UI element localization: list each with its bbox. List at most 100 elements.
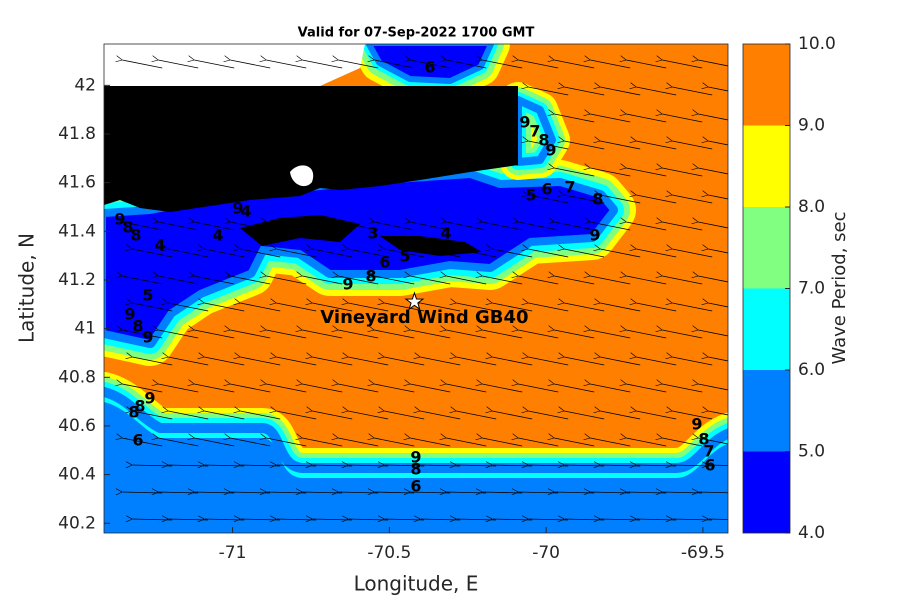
contour-label: 6 [410,477,421,496]
colorbar-tick-label: 6.0 [798,360,825,380]
wind-arrow [554,60,595,69]
contour-label: 9 [144,389,155,408]
wind-arrow [204,249,245,258]
wind-arrow [194,384,235,393]
wind-arrow [204,303,245,312]
wind-arrow [528,303,569,312]
wind-arrow [626,276,667,285]
wind-arrow [626,60,667,69]
wind-arrow [492,303,533,312]
contour-label: 4 [440,224,451,243]
wind-arrow [626,168,667,177]
colorbar-tick-label: 5.0 [798,442,825,462]
colorbar-tick-label: 9.0 [798,116,825,136]
wind-arrow [672,195,713,204]
wind-arrow [528,141,569,150]
wind-arrow [348,357,389,366]
wind-arrow [672,303,713,312]
wind-arrow [456,249,497,258]
wind-arrow [410,222,451,231]
wind-arrow [204,357,245,366]
wind-arrow [518,276,559,285]
wind-arrow [456,357,497,366]
y-tick-label: 40.6 [58,416,96,436]
wind-arrow [230,438,271,447]
wind-arrow [374,384,415,393]
wind-arrow [276,411,317,420]
wind-arrow [482,60,523,69]
contour-label: 7 [703,442,714,461]
wind-arrow [564,411,605,420]
chart-title: Valid for 07-Sep-2022 1700 GMT [298,26,535,41]
wind-arrow [194,438,235,447]
wind-arrow [122,60,163,69]
wind-arrow [600,411,641,420]
wind-arrow [122,438,163,447]
contour-label: 9 [691,415,702,434]
contour-label: 8 [592,190,603,209]
wind-arrow [708,141,728,146]
wind-arrow [518,438,559,447]
wind-arrow [590,114,631,123]
colorbar-tick-label: 7.0 [798,279,825,299]
wind-arrow [492,249,533,258]
contour-label: 4 [240,202,251,221]
wind-arrow [528,195,569,204]
wind-arrow [518,384,559,393]
wind-arrow [132,411,173,420]
wind-arrow [266,438,307,447]
wind-arrow [230,330,271,339]
colorbar-swatch [743,44,790,126]
wind-arrow [528,411,569,420]
wind-arrow [446,222,487,231]
wind-arrow [122,384,163,393]
wind-arrow [312,411,353,420]
wind-arrow [564,303,605,312]
wind-arrow [240,303,281,312]
wind-arrow [338,438,379,447]
colorbar-tick-label: 4.0 [798,523,825,543]
contour-label: 9 [114,210,125,229]
wind-arrow [708,303,728,308]
no-data [104,44,365,86]
wind-arrow [492,411,533,420]
wind-arrow [132,357,173,366]
colorbar-swatch [743,451,790,533]
wind-arrow [662,276,703,285]
colorbar-swatch [743,288,790,370]
wind-arrow [554,330,595,339]
y-axis-label: Latitude, N [15,233,39,343]
contour-band [367,44,493,83]
wind-arrow [590,384,631,393]
wind-arrow [122,276,163,285]
contour-label: 6 [704,456,715,475]
wind-arrow [348,411,389,420]
contour-label: 8 [410,460,421,479]
wind-arrow [338,222,379,231]
wind-arrow [420,303,461,312]
wind-arrow [446,330,487,339]
wind-arrow [590,60,631,69]
wind-arrow [384,303,425,312]
wind-arrow [158,276,199,285]
wind-arrow [662,384,703,393]
wind-arrow [698,330,728,337]
wind-arrow [348,303,389,312]
x-tick-label: -70.5 [367,543,411,563]
contour-label: 7 [564,178,575,197]
wind-arrow [168,357,209,366]
wind-arrow [554,114,595,123]
wind-arrow [446,438,487,447]
wind-arrow [410,384,451,393]
wind-arrow [708,411,728,416]
wind-arrow [266,60,307,69]
wind-arrow [636,87,677,96]
wind-arrow [698,114,728,121]
wind-arrow [302,330,343,339]
wind-arrow [554,222,595,231]
wind-arrow [312,249,353,258]
wind-arrow [698,276,728,283]
contour-label: 5 [399,247,410,266]
wind-arrow [374,438,415,447]
wind-arrow [554,438,595,447]
